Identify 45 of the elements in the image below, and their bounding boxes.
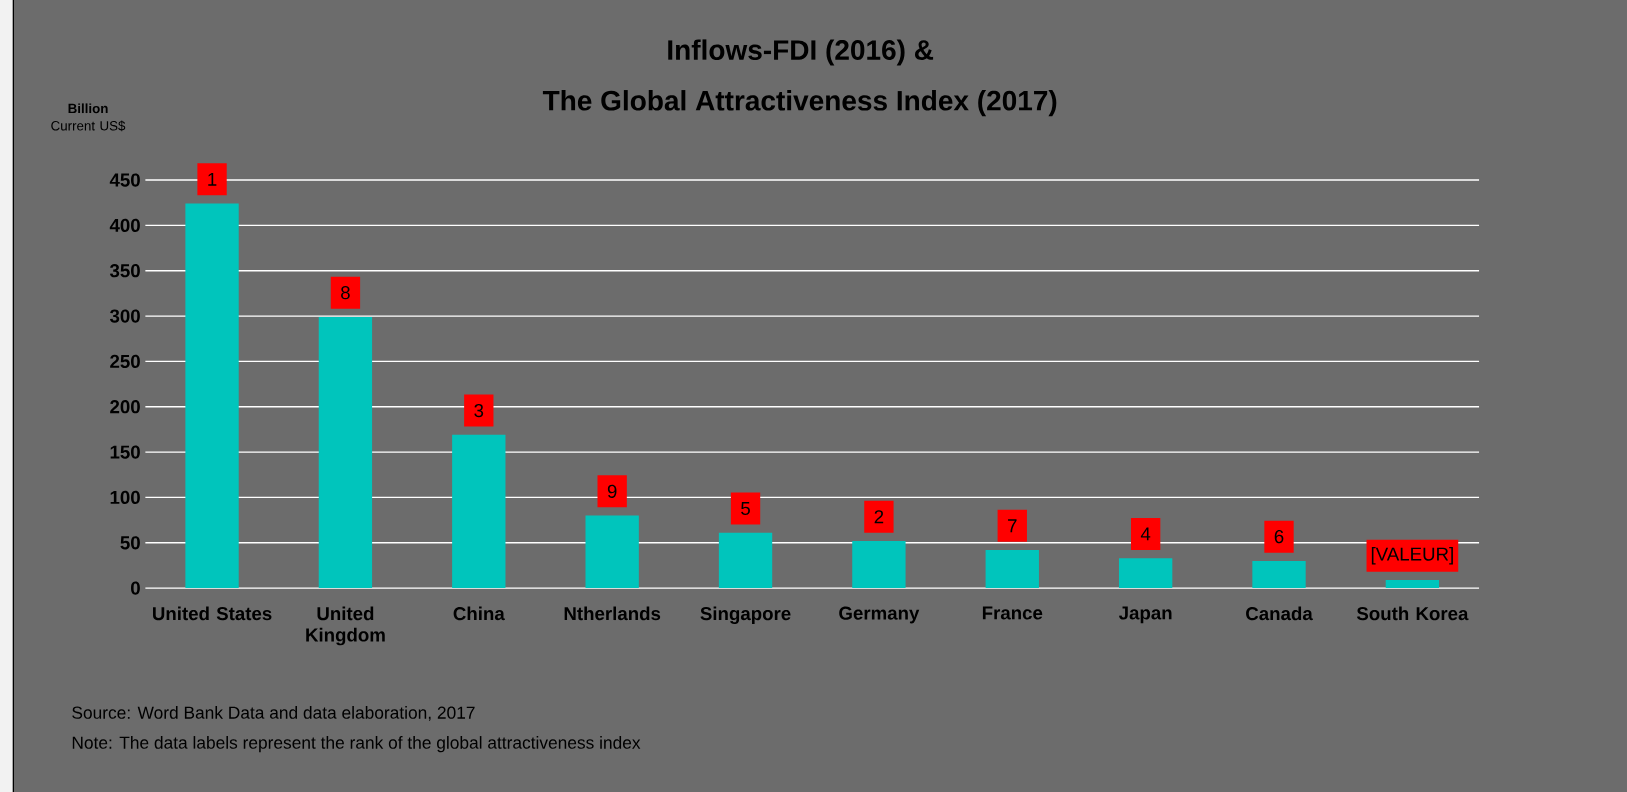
bar (718, 532, 773, 589)
y-tick-label: 50 (120, 536, 140, 550)
y-tick-label: 150 (110, 445, 140, 459)
annotation: 4 (1140, 527, 1151, 541)
x-tick-label: Canada (1246, 606, 1313, 621)
y-tick-label: 0 (131, 581, 140, 595)
x-tick-label: United Kingdom (306, 606, 385, 646)
y-tick-label: 100 (110, 490, 140, 504)
chart-title: Inflows-FDI (2016) & (668, 39, 934, 66)
annotation: 2 (874, 510, 884, 524)
source-note: Source: Word Bank Data and data elaboration, 2017 (72, 706, 475, 721)
text: Note: The data labels represent the rank of the global attractiveness index (72, 735, 641, 753)
x-tick-label: Ntherlands (564, 606, 661, 621)
x-tick-label: United States (153, 606, 272, 621)
y-axis-title: Billion Current US$ (51, 103, 126, 132)
annotation: [VALEUR] (1371, 546, 1453, 565)
x-tick-label: Singapore (700, 606, 791, 624)
y-tick-label: 450 (109, 173, 140, 187)
bar (318, 316, 373, 589)
bar (585, 515, 639, 589)
bar (1118, 558, 1173, 589)
annotation: 5 (741, 501, 750, 515)
bar (185, 203, 239, 589)
x-tick-label: China (453, 606, 505, 621)
annotation: 9 (607, 484, 617, 498)
bar (852, 540, 906, 589)
annotation: 3 (474, 403, 484, 418)
bar (452, 434, 506, 589)
x-tick-label: Germany (839, 606, 920, 624)
x-tick-label: France (982, 606, 1043, 620)
annotation: 1 (208, 172, 217, 186)
annotation: 7 (1008, 519, 1017, 533)
bar (1385, 579, 1440, 589)
annotation: 6 (1274, 529, 1284, 544)
y-tick-label: 350 (109, 264, 140, 278)
bar (1252, 560, 1306, 589)
y-tick-label: 400 (109, 218, 140, 232)
annotation: 8 (341, 285, 350, 300)
y-tick-label: 300 (109, 309, 140, 323)
bar (985, 549, 1039, 589)
x-tick-label: Japan (1118, 606, 1172, 624)
x-tick-label: South Korea (1356, 606, 1469, 621)
chart-subtitle: The Global Attractiveness Index (2017) (542, 89, 1057, 117)
y-tick-label: 250 (110, 354, 140, 368)
y-tick-label: 200 (110, 400, 140, 414)
